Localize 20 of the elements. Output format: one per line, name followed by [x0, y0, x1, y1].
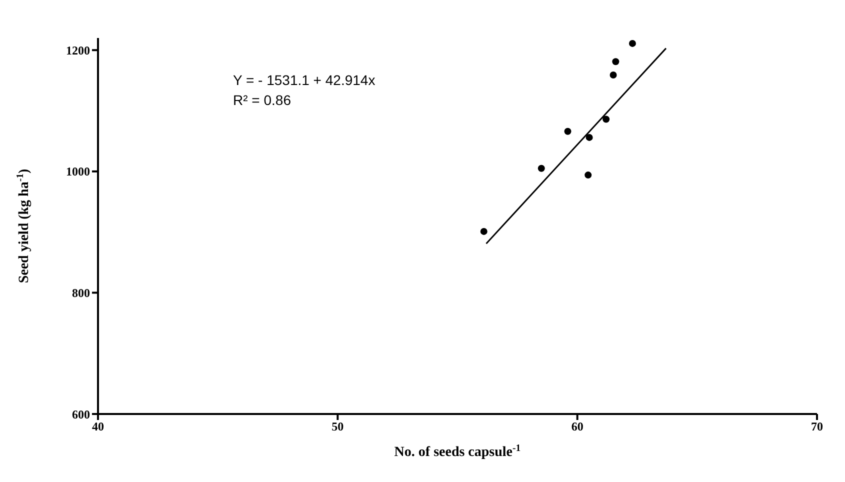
y-tick-label: 800	[72, 286, 90, 300]
y-tick-label: 1200	[66, 43, 90, 58]
annotation: Y = - 1531.1 + 42.914x	[233, 71, 376, 90]
annotation: R² = 0.86	[233, 91, 292, 110]
point	[610, 71, 617, 78]
point	[480, 228, 488, 235]
point	[538, 164, 545, 172]
point	[564, 128, 572, 135]
point	[602, 116, 610, 123]
point	[584, 172, 592, 179]
y-tick-label: 600	[72, 407, 90, 422]
x-axis-title: No. of seeds capsule$^{-1}$	[394, 442, 521, 460]
x-tick-label: 50	[332, 420, 344, 434]
point	[586, 134, 593, 141]
x-tick-label: 60	[571, 420, 584, 434]
point	[628, 40, 636, 47]
point	[612, 58, 620, 66]
x-tick-label: 40	[92, 420, 104, 434]
x-tick-label: 70	[811, 420, 823, 434]
y-tick-label: 1000	[66, 164, 90, 179]
